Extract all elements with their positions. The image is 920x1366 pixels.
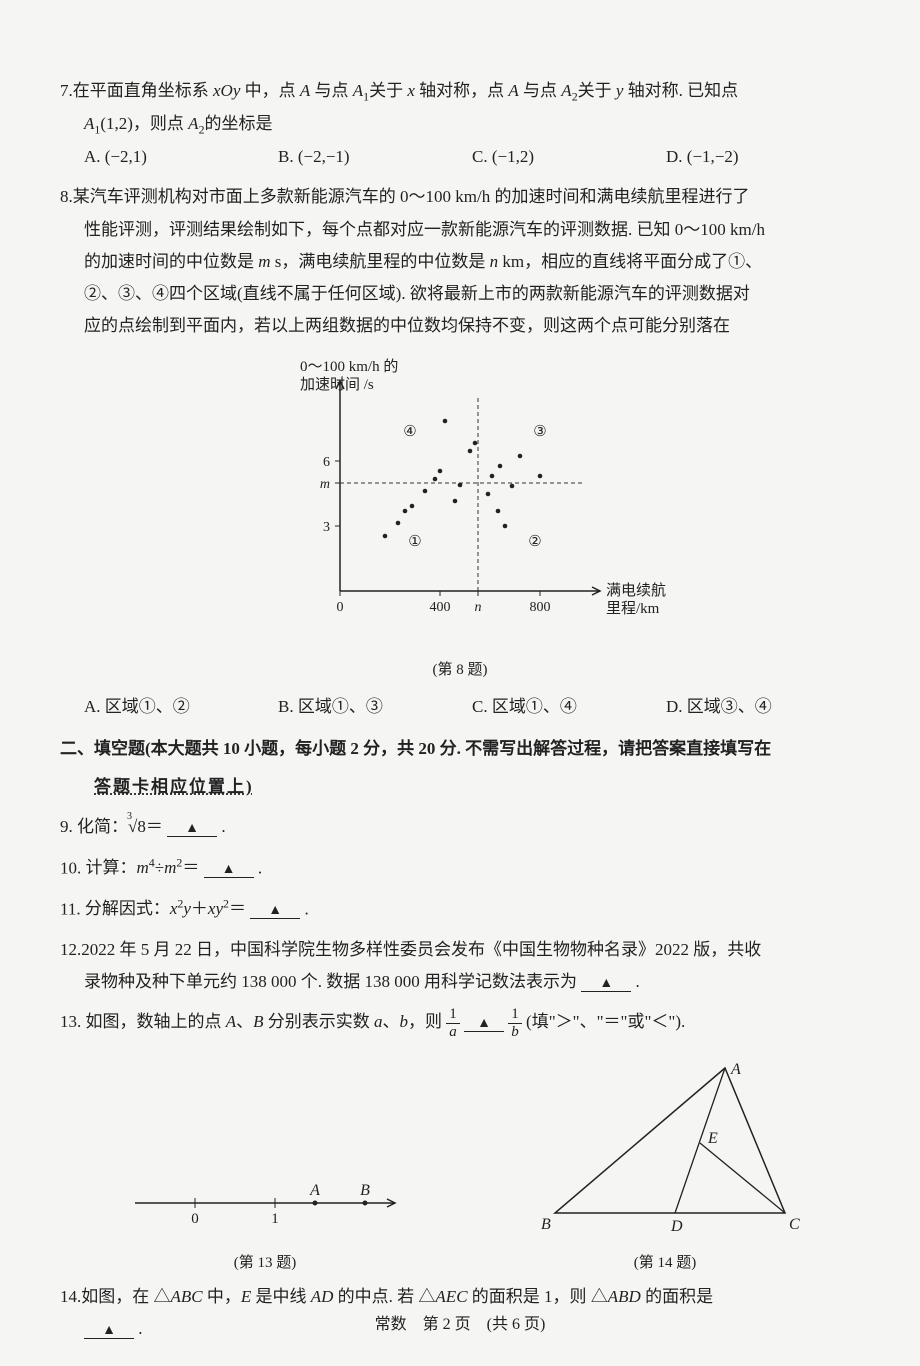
q14-caption: (第 14 题)	[525, 1249, 805, 1278]
svg-text:①: ①	[408, 534, 421, 550]
svg-text:B: B	[360, 1182, 370, 1199]
q9-text: 化简：3√8＝	[77, 817, 163, 836]
svg-text:0～100 km/h 的: 0～100 km/h 的	[300, 358, 398, 375]
q8-line4: 应的点绘制到平面内，若以上两组数据的中位数均保持不变，则这两个点可能分别落在	[60, 310, 860, 342]
page-footer: 常数 第 2 页 (共 6 页)	[0, 1310, 920, 1340]
q8-caption: (第 8 题)	[60, 656, 860, 685]
q10-text: 计算：m4÷m2＝	[86, 858, 200, 877]
svg-text:④: ④	[403, 424, 416, 440]
q7-opt-c: C. (−1,2)	[472, 141, 666, 173]
q11-number: 11.	[60, 899, 81, 918]
section2-sub: 答题卡相应位置上)	[60, 771, 860, 803]
svg-text:m: m	[320, 477, 330, 492]
question-12: 12. 2022 年 5 月 22 日，中国科学院生物多样性委员会发布《中国生物…	[60, 934, 860, 999]
q8-opt-a: A. 区域①、②	[84, 691, 278, 723]
svg-text:③: ③	[533, 424, 546, 440]
svg-text:n: n	[475, 600, 482, 615]
question-7: 7. 在平面直角坐标系 xOy 中，点 A 与点 A1关于 x 轴对称，点 A …	[60, 75, 860, 173]
scatter-chart: 0～100 km/h 的加速时间 /s 0 400 n 800 3 m 6 满电续航里程/km ④…	[240, 351, 680, 641]
frac-1-over-a: 1a	[446, 1006, 460, 1040]
q7-opt-d: D. (−1,−2)	[666, 141, 860, 173]
q12-line2b: .	[636, 972, 640, 991]
q9-blank: ▲	[167, 818, 217, 837]
q8-line0: 某汽车评测机构对市面上多款新能源汽车的 0～100 km/h 的加速时间和满电续…	[73, 181, 860, 213]
q8-options: A. 区域①、② B. 区域①、③ C. 区域①、④ D. 区域③、④	[60, 691, 860, 723]
question-13: 13. 如图，数轴上的点 A、B 分别表示实数 a、b，则 1a ▲ 1b (填…	[60, 1006, 860, 1040]
q7-opt-b: B. (−2,−1)	[278, 141, 472, 173]
svg-text:B: B	[541, 1216, 551, 1233]
q11-text: 分解因式：x2y＋xy2＝	[85, 899, 246, 918]
svg-text:0: 0	[191, 1211, 199, 1227]
q13-number: 13.	[60, 1012, 81, 1031]
svg-text:A: A	[730, 1061, 741, 1078]
svg-text:E: E	[707, 1130, 718, 1147]
q8-opt-d: D. 区域③、④	[666, 691, 860, 723]
q13-blank: ▲	[464, 1013, 504, 1032]
q14-figure: A B C D E (第 14 题)	[525, 1058, 805, 1277]
q13-figure: 0 1 A B (第 13 题)	[115, 1173, 415, 1277]
q8-chart: 0～100 km/h 的加速时间 /s 0 400 n 800 3 m 6 满电续航里程/km ④…	[60, 351, 860, 652]
q12-line2a: 录物种及种下单元约 138 000 个. 数据 138 000 用科学记数法表示…	[84, 972, 577, 991]
q14-line1: 如图，在 △ABC 中，E 是中线 AD 的中点. 若 △AEC 的面积是 1，…	[81, 1281, 860, 1313]
svg-text:6: 6	[323, 455, 330, 470]
q8-opt-b: B. 区域①、③	[278, 691, 472, 723]
q12-line1: 2022 年 5 月 22 日，中国科学院生物多样性委员会发布《中国生物物种名录…	[81, 934, 860, 966]
svg-text:0: 0	[337, 600, 344, 615]
frac-1-over-b: 1b	[508, 1006, 522, 1040]
svg-text:800: 800	[530, 600, 551, 615]
svg-text:满电续航: 满电续航	[606, 582, 666, 599]
q12-number: 12.	[60, 934, 81, 966]
question-9: 9. 化简：3√8＝ ▲ .	[60, 811, 860, 843]
q8-line1: 性能评测，评测结果绘制如下，每个点都对应一款新能源汽车的评测数据. 已知 0～1…	[60, 214, 860, 246]
q7-opt-a: A. (−2,1)	[84, 141, 278, 173]
question-10: 10. 计算：m4÷m2＝ ▲ .	[60, 852, 860, 885]
svg-text:D: D	[670, 1218, 683, 1233]
q8-number: 8.	[60, 181, 73, 213]
q13-caption: (第 13 题)	[115, 1249, 415, 1278]
q14-number: 14.	[60, 1281, 81, 1313]
q10-blank: ▲	[204, 859, 254, 878]
question-11: 11. 分解因式：x2y＋xy2＝ ▲ .	[60, 893, 860, 926]
figures-row: 0 1 A B (第 13 题) A B C D E (第 14 题)	[60, 1058, 860, 1277]
q12-blank: ▲	[581, 973, 631, 992]
svg-text:②: ②	[528, 534, 541, 550]
q7-options: A. (−2,1) B. (−2,−1) C. (−1,2) D. (−1,−2…	[60, 141, 860, 173]
q8-line3: ②、③、④四个区域(直线不属于任何区域). 欲将最新上市的两款新能源汽车的评测数…	[60, 278, 860, 310]
number-line: 0 1 A B	[115, 1173, 415, 1233]
triangle-diagram: A B C D E	[525, 1058, 805, 1233]
q11-blank: ▲	[250, 900, 300, 919]
q10-number: 10.	[60, 858, 81, 877]
q13-post: (填"＞"、"＝"或"＜").	[526, 1012, 685, 1031]
q7-text2: A1(1,2)，则点 A2的坐标是	[60, 108, 860, 141]
svg-text:加速时间 /s: 加速时间 /s	[300, 376, 374, 393]
svg-text:400: 400	[430, 600, 451, 615]
svg-text:3: 3	[323, 520, 330, 535]
q8-line2: 的加速时间的中位数是 m s，满电续航里程的中位数是 n km，相应的直线将平面…	[60, 246, 860, 278]
q8-opt-c: C. 区域①、④	[472, 691, 666, 723]
svg-text:A: A	[309, 1182, 320, 1199]
svg-text:1: 1	[271, 1211, 279, 1227]
q7-number: 7.	[60, 75, 73, 108]
q7-text1: 在平面直角坐标系 xOy 中，点 A 与点 A1关于 x 轴对称，点 A 与点 …	[73, 75, 860, 108]
q9-number: 9.	[60, 817, 73, 836]
svg-text:C: C	[789, 1216, 800, 1233]
section2-header: 二、填空题(本大题共 10 小题，每小题 2 分，共 20 分. 不需写出解答过…	[60, 733, 860, 765]
question-8: 8. 某汽车评测机构对市面上多款新能源汽车的 0～100 km/h 的加速时间和…	[60, 181, 860, 723]
q13-pre: 如图，数轴上的点 A、B 分别表示实数 a、b，则	[86, 1012, 443, 1031]
svg-text:里程/km: 里程/km	[606, 600, 660, 617]
